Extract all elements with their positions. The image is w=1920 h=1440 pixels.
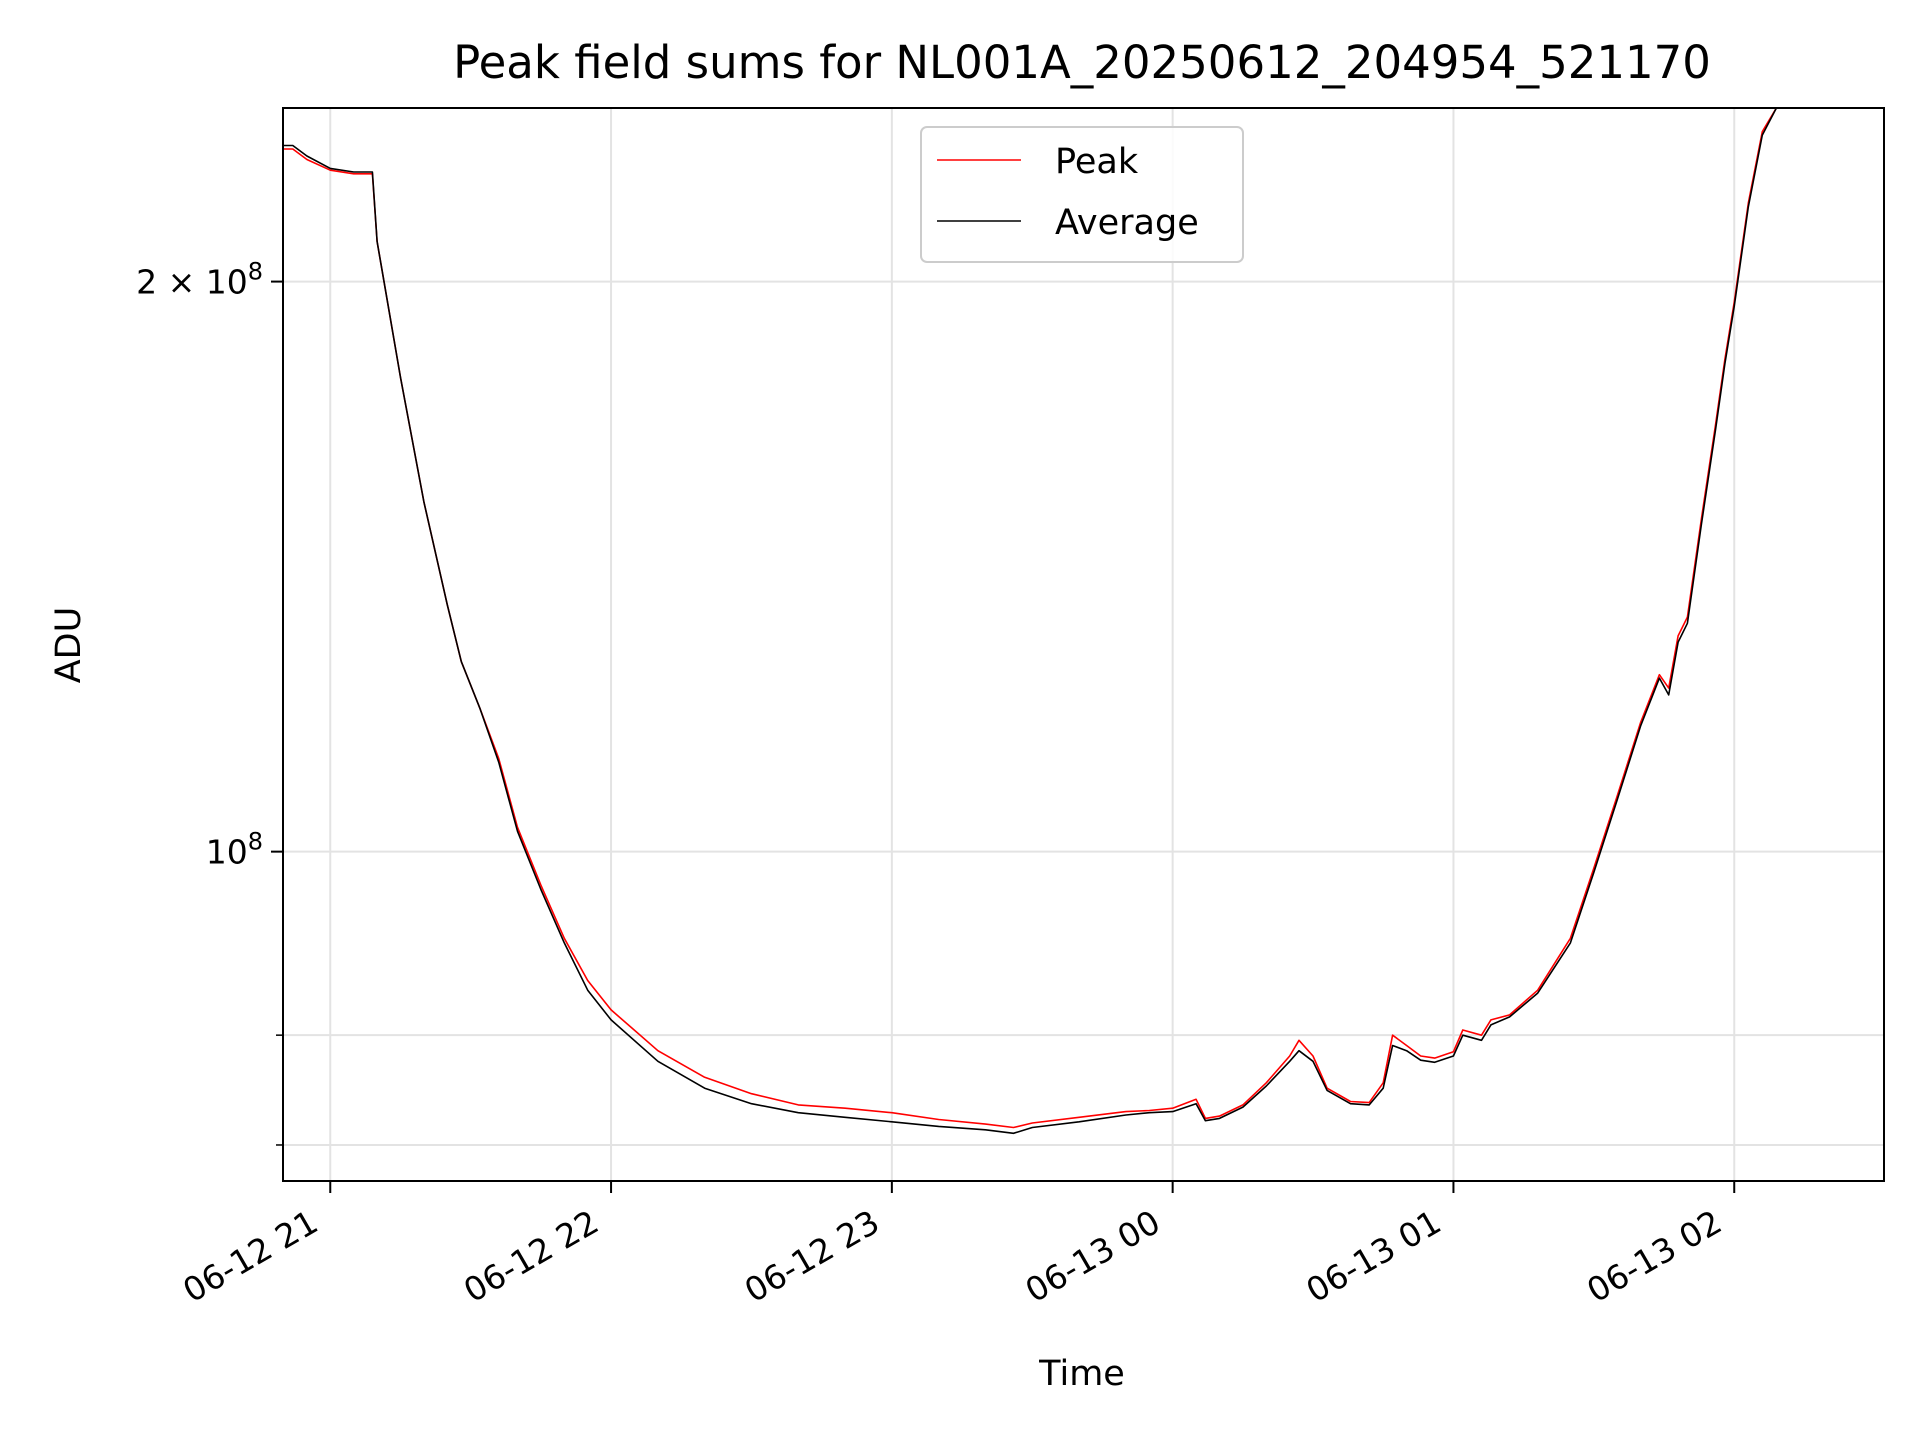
y-tick-label-exponent: 8 bbox=[248, 828, 263, 856]
series-layer bbox=[283, 108, 1781, 1135]
y-tick-label: 108 bbox=[206, 828, 263, 872]
legend-label-average: Average bbox=[1055, 203, 1199, 243]
y-tick-label: 2 × 108 bbox=[136, 258, 263, 302]
plot-frame bbox=[282, 107, 1885, 1182]
y-tick-label-base: 10 bbox=[206, 833, 248, 872]
y-tick-label-base: 10 bbox=[206, 263, 248, 302]
y-axis-label: ADU bbox=[49, 607, 89, 684]
grid bbox=[283, 108, 1884, 1181]
series-line-average bbox=[283, 108, 1781, 1135]
legend: Peak Average bbox=[920, 126, 1244, 263]
chart-title: Peak field sums for NL001A_20250612_2049… bbox=[453, 36, 1711, 89]
y-tick-label-exponent: 8 bbox=[248, 258, 263, 286]
legend-label-peak: Peak bbox=[1055, 142, 1139, 182]
y-tick-label-mult: 2 × bbox=[136, 263, 206, 302]
x-axis-label: Time bbox=[1038, 1354, 1125, 1394]
